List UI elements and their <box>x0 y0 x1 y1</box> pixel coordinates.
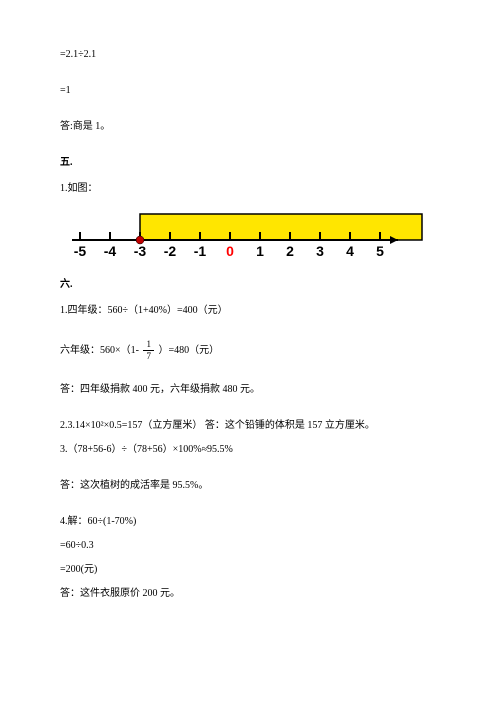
equation-line-1: =2.1÷2.1 <box>60 48 440 62</box>
fraction-1-7: 1 7 <box>143 340 154 361</box>
problem-6-4-line-2: =60÷0.3 <box>60 539 440 553</box>
svg-text:-3: -3 <box>134 243 147 259</box>
problem-6-4-answer: 答：这件衣服原价 200 元。 <box>60 587 440 601</box>
svg-text:-4: -4 <box>104 243 117 259</box>
svg-text:-1: -1 <box>194 243 207 259</box>
section-6-heading: 六. <box>60 278 440 292</box>
problem-6-3-answer: 答：这次植树的成活率是 95.5%。 <box>60 479 440 493</box>
svg-text:5: 5 <box>376 243 384 259</box>
equation-line-2: =1 <box>60 84 440 98</box>
problem-6-1-line-2: 六年级：560×（1- 1 7 ）=480（元） <box>60 340 440 361</box>
p6-1b-pre: 六年级：560×（1- <box>60 345 141 356</box>
number-line-svg: -5 -4 -3 -2 -1 0 1 2 3 4 5 <box>60 206 440 262</box>
problem-6-1-answer: 答：四年级捐款 400 元，六年级捐款 480 元。 <box>60 383 440 397</box>
svg-text:2: 2 <box>286 243 294 259</box>
problem-6-4-line-1: 4.解：60÷(1-70%) <box>60 515 440 529</box>
svg-text:3: 3 <box>316 243 324 259</box>
problem-6-4-line-3: =200(元) <box>60 563 440 577</box>
answer-1: 答:商是 1。 <box>60 120 440 134</box>
fraction-numerator: 1 <box>143 340 154 351</box>
number-line-figure: -5 -4 -3 -2 -1 0 1 2 3 4 5 <box>60 206 440 262</box>
svg-text:-2: -2 <box>164 243 177 259</box>
p6-1b-post: ）=480（元） <box>158 345 219 356</box>
svg-text:0: 0 <box>226 243 234 259</box>
problem-5-1: 1.如图： <box>60 182 440 196</box>
problem-6-1-line-1: 1.四年级：560÷（1+40%）=400（元） <box>60 304 440 318</box>
section-5-heading: 五. <box>60 156 440 170</box>
problem-6-2: 2.3.14×10²×0.5=157（立方厘米） 答：这个铅锤的体积是 157 … <box>60 419 440 433</box>
svg-text:4: 4 <box>346 243 354 259</box>
problem-6-3: 3.（78+56-6）÷（78+56）×100%≈95.5% <box>60 443 440 457</box>
svg-text:-5: -5 <box>74 243 87 259</box>
svg-text:1: 1 <box>256 243 264 259</box>
fraction-denominator: 7 <box>143 351 154 361</box>
